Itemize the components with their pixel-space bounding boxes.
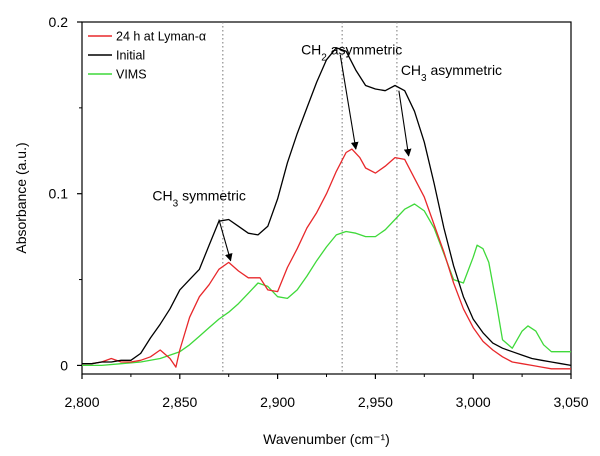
x-tick-label: 2,850 <box>162 394 197 410</box>
series-layer <box>82 47 572 370</box>
x-tick-label: 2,900 <box>260 394 295 410</box>
annotation-arrow <box>398 90 412 157</box>
x-axis: 2,800 2,850 2,900 2,950 3,000 3,050 <box>64 374 589 410</box>
x-tick-label: 3,000 <box>456 394 491 410</box>
y-tick-label: 0.2 <box>49 14 69 30</box>
annotation-label: CH3 symmetric <box>152 188 245 210</box>
y-axis-title: Absorbance (a.u.) <box>13 142 29 253</box>
series-line-0 <box>82 148 571 370</box>
y-axis: 0 0.1 0.2 <box>49 14 82 373</box>
legend-label: VIMS <box>116 68 147 82</box>
x-tick-label: 2,800 <box>64 394 99 410</box>
y-tick-label: 0 <box>60 357 68 373</box>
annotation-arrow <box>339 54 359 150</box>
annotation-label: CH3 asymmetric <box>401 62 502 84</box>
y-tick-label: 0.1 <box>49 186 69 202</box>
reference-lines <box>222 22 398 374</box>
legend: 24 h at Lyman-α Initial VIMS <box>88 30 206 82</box>
legend-label: 24 h at Lyman-α <box>116 30 206 44</box>
x-tick-label: 3,050 <box>553 394 588 410</box>
series-line-1 <box>82 47 572 367</box>
annotation-arrow <box>218 219 233 262</box>
annotation-label: CH2 asymmetric <box>301 42 402 64</box>
series-line-2 <box>82 203 571 367</box>
x-tick-label: 2,950 <box>358 394 393 410</box>
legend-label: Initial <box>116 49 145 63</box>
x-axis-title: Wavenumber (cm⁻¹) <box>263 431 390 447</box>
